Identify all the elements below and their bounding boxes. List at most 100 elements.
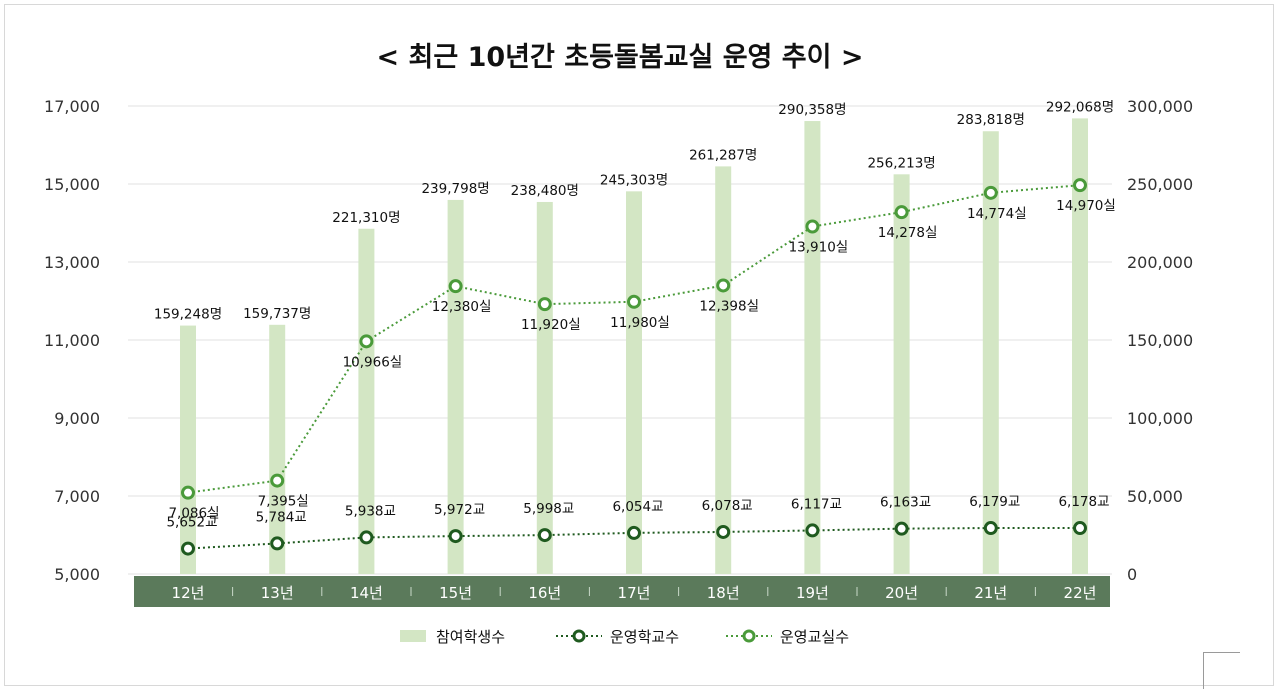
x-tick-label: 17년 xyxy=(618,584,651,602)
right-tick-label: 0 xyxy=(1127,565,1137,584)
axis-ticks: 5,000 7,000 9,000 11,000 13,000 15,000 17,000 0… xyxy=(44,97,1193,584)
right-tick-label: 300,000 xyxy=(1127,97,1193,116)
line-series xyxy=(181,178,1087,556)
point-marker xyxy=(716,278,731,293)
right-tick-label: 50,000 xyxy=(1127,487,1183,506)
category-band: 12년 13년 14년 15년 16년 17년 18년 19년 20년 21년 22년 xyxy=(134,576,1110,607)
legend-swatch-marker xyxy=(742,629,756,643)
legend-swatch-bar xyxy=(400,630,426,642)
right-tick-label: 200,000 xyxy=(1127,253,1193,272)
bar xyxy=(982,131,999,574)
point-value-label: 5,652교 xyxy=(166,515,217,531)
x-tick-label: 19년 xyxy=(796,584,829,602)
point-value-label: 12,398실 xyxy=(699,298,759,314)
point-marker xyxy=(805,219,820,234)
point-marker xyxy=(894,205,909,220)
bar xyxy=(893,174,910,574)
point-marker xyxy=(894,521,909,536)
point-value-label: 14,774실 xyxy=(967,206,1027,222)
bar xyxy=(536,201,553,575)
right-tick-label: 100,000 xyxy=(1127,409,1193,428)
point-marker xyxy=(181,485,195,500)
bar xyxy=(358,228,375,574)
point-value-label: 10,966실 xyxy=(343,354,403,370)
point-marker xyxy=(627,525,641,540)
x-tick-label: 21년 xyxy=(974,584,1007,602)
bar-series xyxy=(180,118,1088,575)
bar xyxy=(447,199,464,575)
left-tick-label: 17,000 xyxy=(44,97,100,116)
x-tick-label: 16년 xyxy=(528,584,561,602)
x-tick-label: 15년 xyxy=(439,584,472,602)
point-value-label: 5,938교 xyxy=(345,503,396,519)
point-value-label: 14,970실 xyxy=(1056,198,1116,214)
corner-mark xyxy=(1203,652,1240,689)
bar xyxy=(804,121,821,575)
bar xyxy=(180,325,196,574)
left-tick-label: 15,000 xyxy=(44,175,100,194)
chart-title: < 최근 10년간 초등돌봄교실 운영 추이 > xyxy=(377,42,864,73)
point-value-label: 6,117교 xyxy=(791,496,842,512)
point-value-label: 14,278실 xyxy=(878,225,938,241)
right-tick-label: 250,000 xyxy=(1127,175,1193,194)
point-marker xyxy=(270,473,285,488)
x-tick-label: 12년 xyxy=(172,584,205,602)
point-value-label: 5,972교 xyxy=(434,502,485,518)
point-marker xyxy=(537,528,552,543)
point-marker xyxy=(716,524,731,539)
point-value-label: 5,784교 xyxy=(256,509,307,525)
x-tick-label: 22년 xyxy=(1064,584,1097,602)
x-tick-label: 20년 xyxy=(885,584,918,602)
x-tick-label: 13년 xyxy=(261,584,294,602)
bar-value-label: 256,213명 xyxy=(867,155,935,171)
bar-value-label: 245,303명 xyxy=(600,172,668,188)
point-marker xyxy=(448,529,463,544)
point-marker xyxy=(983,185,998,200)
x-tick-label: 18년 xyxy=(707,584,740,602)
point-marker xyxy=(983,521,998,536)
legend: 참여학생수 운영학교수 운영교실수 xyxy=(400,628,849,646)
point-value-label: 6,178교 xyxy=(1058,494,1109,510)
x-tick-label: 14년 xyxy=(350,584,383,602)
point-value-label: 6,054교 xyxy=(612,499,663,515)
legend-swatch-marker xyxy=(572,629,586,643)
chart-frame xyxy=(4,4,1274,686)
gridlines xyxy=(128,105,1112,575)
point-marker xyxy=(537,297,552,312)
point-marker xyxy=(359,530,374,545)
point-marker xyxy=(627,294,641,309)
bar xyxy=(1072,118,1088,575)
point-marker xyxy=(448,279,463,294)
point-marker xyxy=(1073,521,1087,536)
left-tick-label: 5,000 xyxy=(54,565,100,584)
category-band-bg xyxy=(134,576,1110,607)
point-marker xyxy=(359,334,374,349)
point-value-label: 5,998교 xyxy=(523,501,574,517)
point-value-label: 6,163교 xyxy=(880,495,931,511)
left-tick-label: 13,000 xyxy=(44,253,100,272)
left-tick-label: 11,000 xyxy=(44,331,100,350)
point-value-label: 11,920실 xyxy=(521,317,581,333)
right-tick-label: 150,000 xyxy=(1127,331,1193,350)
point-value-label: 11,980실 xyxy=(610,315,670,331)
bar xyxy=(269,324,286,574)
bar-value-label: 283,818명 xyxy=(957,112,1025,128)
bar xyxy=(626,191,642,574)
point-marker xyxy=(1073,178,1087,193)
legend-label: 참여학생수 xyxy=(436,628,505,646)
point-value-label: 13,910실 xyxy=(789,240,849,256)
legend-label: 운영학교수 xyxy=(610,628,679,646)
point-marker xyxy=(181,541,195,556)
point-value-label: 6,179교 xyxy=(969,494,1020,510)
left-tick-label: 7,000 xyxy=(54,487,100,506)
bar-value-label: 290,358명 xyxy=(778,102,846,118)
point-value-label: 6,078교 xyxy=(702,498,753,514)
point-value-label: 7,086실 xyxy=(168,506,219,522)
bar-value-label: 221,310명 xyxy=(332,210,400,226)
bar-value-label: 261,287명 xyxy=(689,147,757,163)
bar-value-label: 159,737명 xyxy=(243,306,311,322)
data-labels: 159,248명 159,737명 221,310명 239,798명 238,480명… xyxy=(154,99,1116,530)
bar-value-label: 292,068명 xyxy=(1046,99,1114,115)
bar-value-label: 159,248명 xyxy=(154,307,222,323)
